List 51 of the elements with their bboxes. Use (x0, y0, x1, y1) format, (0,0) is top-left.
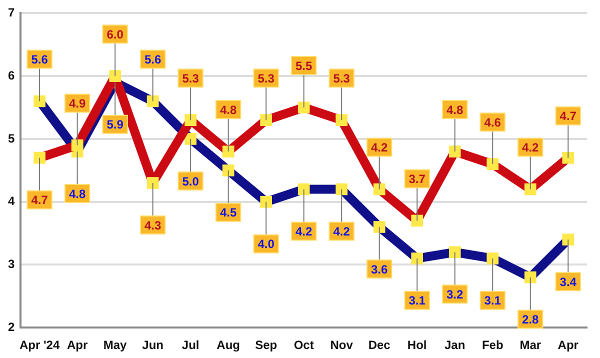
data-label: 2.8 (522, 312, 540, 327)
data-label: 3.6 (371, 262, 388, 276)
data-label: 5.3 (182, 71, 200, 86)
data-label: 4.2 (522, 140, 540, 155)
data-label: 4.6 (484, 115, 502, 130)
x-tick-label: Mar (520, 338, 542, 352)
y-tick-label: 2 (8, 320, 15, 334)
data-label: 4.0 (258, 237, 275, 252)
x-tick-label: Jul (182, 338, 200, 352)
y-tick-label: 5 (8, 131, 15, 146)
data-label: 5.0 (182, 174, 200, 188)
data-label: 5.3 (333, 71, 350, 86)
y-tick-label: 3 (8, 257, 15, 272)
x-tick-label: Feb (482, 338, 504, 352)
x-tick-label: Apr (66, 338, 88, 352)
data-label: 4.8 (446, 102, 464, 117)
x-tick-label: May (103, 338, 128, 352)
x-tick-label: Aug (216, 338, 240, 352)
x-tick-label: Jun (142, 338, 164, 352)
data-label: 6.0 (106, 27, 124, 42)
data-label: 5.5 (295, 58, 312, 73)
data-label: 4.2 (295, 224, 312, 239)
x-tick-label: Dec (368, 338, 391, 352)
data-label: 5.9 (106, 118, 124, 132)
y-tick-label: 6 (8, 68, 15, 82)
x-tick-label: Apr (558, 338, 579, 352)
data-label: 4.9 (68, 96, 86, 111)
data-label: 3.2 (446, 287, 464, 302)
data-label: 4.2 (371, 140, 388, 155)
data-label: 4.8 (68, 186, 86, 201)
data-label: 3.7 (408, 172, 426, 186)
x-tick-label: Apr '24 (19, 338, 60, 352)
y-tick-label: 4 (8, 194, 15, 208)
x-tick-label: Hol (407, 338, 427, 352)
data-label: 5.6 (31, 52, 48, 67)
data-label: 4.2 (333, 224, 350, 239)
data-label: 4.8 (220, 102, 237, 117)
data-label: 3.1 (484, 294, 502, 308)
y-tick-label: 7 (8, 6, 15, 20)
data-label: 4.5 (220, 206, 237, 220)
x-tick-label: Oct (294, 338, 314, 352)
data-label: 3.4 (560, 274, 577, 289)
data-label: 4.7 (31, 193, 48, 208)
data-label: 5.3 (258, 71, 275, 86)
data-label: 4.7 (560, 109, 577, 124)
data-label: 4.3 (144, 218, 162, 232)
x-tick-label: Sep (255, 338, 278, 352)
data-label: 3.1 (408, 294, 426, 308)
x-tick-label: Jan (444, 338, 466, 352)
data-label: 5.6 (144, 52, 162, 67)
x-tick-label: Nov (330, 338, 354, 352)
